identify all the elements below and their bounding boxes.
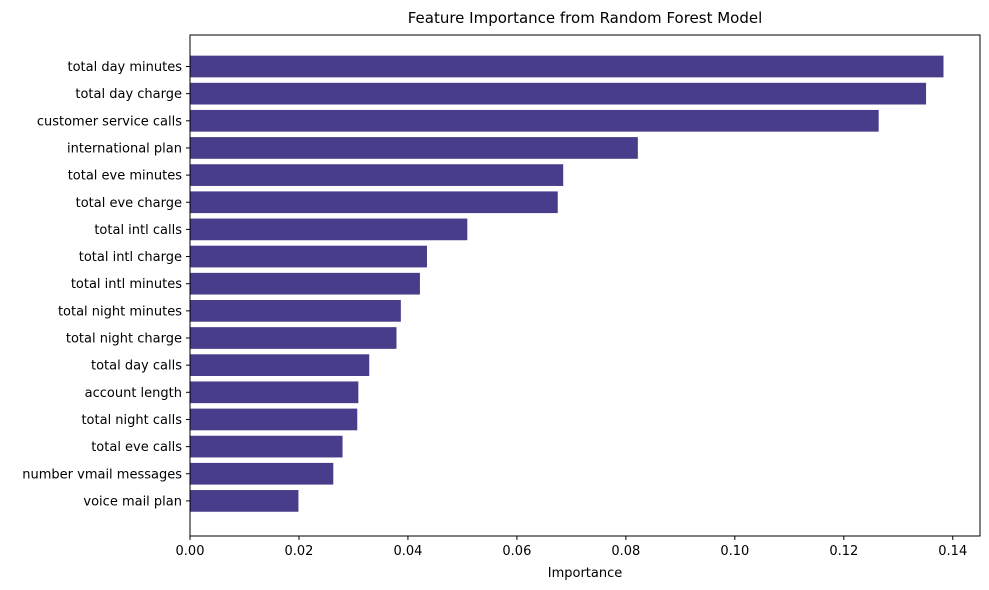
x-tick-label: 0.04 (393, 544, 422, 559)
bar (190, 55, 944, 78)
x-axis-label: Importance (548, 566, 623, 581)
x-tick-label: 0.00 (176, 544, 205, 559)
y-tick-label: total intl minutes (71, 277, 182, 292)
bar (190, 191, 558, 214)
y-tick-label: total eve minutes (68, 169, 183, 184)
y-tick-label: account length (85, 386, 182, 401)
y-tick-label: total day charge (75, 87, 182, 102)
x-axis-ticks: 0.00 0.02 0.04 0.06 0.08 0.10 0.12 0.14 (176, 536, 967, 559)
x-tick-label: 0.08 (611, 544, 640, 559)
y-tick-label: voice mail plan (83, 494, 182, 509)
bar (190, 245, 427, 268)
y-axis-ticks: total day minutes total day charge custome… (22, 60, 190, 509)
bar (190, 82, 927, 105)
x-tick-label: 0.14 (938, 544, 967, 559)
x-tick-label: 0.12 (829, 544, 858, 559)
bar (190, 354, 370, 376)
bar (190, 462, 334, 485)
y-tick-label: total night charge (66, 332, 182, 347)
bar (190, 490, 299, 512)
bar (190, 381, 359, 404)
bar (190, 272, 420, 295)
bar (190, 408, 358, 431)
bar (190, 435, 343, 458)
bar (190, 164, 564, 186)
x-tick-label: 0.02 (284, 544, 313, 559)
y-tick-label: international plan (67, 141, 182, 156)
y-tick-label: total eve charge (76, 196, 182, 211)
y-tick-label: total day minutes (67, 60, 182, 75)
y-tick-label: total eve calls (91, 440, 182, 455)
bar (190, 327, 397, 349)
x-tick-label: 0.10 (720, 544, 749, 559)
y-tick-label: total intl calls (94, 223, 182, 238)
bar (190, 109, 879, 132)
y-tick-label: total day calls (91, 359, 182, 374)
bar (190, 137, 638, 159)
plot-frame (189, 34, 981, 537)
x-tick-label: 0.06 (502, 544, 531, 559)
bar (190, 218, 468, 241)
bars-layer (190, 55, 944, 512)
y-tick-label: number vmail messages (22, 467, 182, 482)
y-tick-label: total intl charge (79, 250, 182, 265)
y-tick-label: total night minutes (58, 304, 182, 319)
y-tick-label: total night calls (81, 413, 182, 428)
bar (190, 300, 401, 322)
y-tick-label: customer service calls (37, 114, 182, 129)
chart-title: Feature Importance from Random Forest Mo… (408, 9, 763, 27)
